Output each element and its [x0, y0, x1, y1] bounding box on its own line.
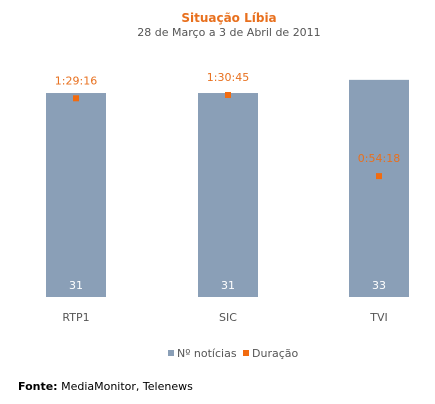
- legend-swatch-noticias: [168, 350, 174, 356]
- duration-label: 1:30:45: [207, 71, 249, 84]
- legend-label-duracao: Duração: [252, 347, 298, 360]
- bar-value-label: 31: [69, 279, 83, 292]
- bar-value-label: 33: [372, 279, 386, 292]
- category-label: RTP1: [62, 311, 89, 324]
- chart-title: Situação Líbia: [181, 11, 276, 25]
- duration-points: 1:29:16 1:30:45 0:54:18: [55, 71, 400, 180]
- duration-label: 1:29:16: [55, 74, 97, 87]
- category-labels: RTP1 SIC TVI: [62, 311, 387, 324]
- chart-subtitle: 28 de Março a 3 de Abril de 2011: [137, 26, 320, 39]
- source-note: Fonte: MediaMonitor, Telenews: [18, 380, 193, 393]
- category-label: TVI: [369, 311, 388, 324]
- duration-point-tvi: [376, 173, 382, 180]
- legend-swatch-duracao: [243, 350, 249, 356]
- source-label: Fonte:: [18, 380, 58, 393]
- bar-rtp1: [46, 93, 106, 298]
- duration-point-rtp1: [73, 95, 79, 102]
- bar-sic: [198, 93, 258, 298]
- legend-label-noticias: Nº notícias: [177, 347, 237, 360]
- bar-tvi: [349, 79, 409, 297]
- duration-label: 0:54:18: [358, 152, 400, 165]
- bar-value-label: 31: [221, 279, 235, 292]
- duration-point-sic: [225, 91, 231, 98]
- source-text: MediaMonitor, Telenews: [61, 380, 193, 393]
- bar-group: 31 31 33: [46, 79, 409, 298]
- category-label: SIC: [219, 311, 237, 324]
- legend: Nº notícias Duração: [168, 347, 298, 360]
